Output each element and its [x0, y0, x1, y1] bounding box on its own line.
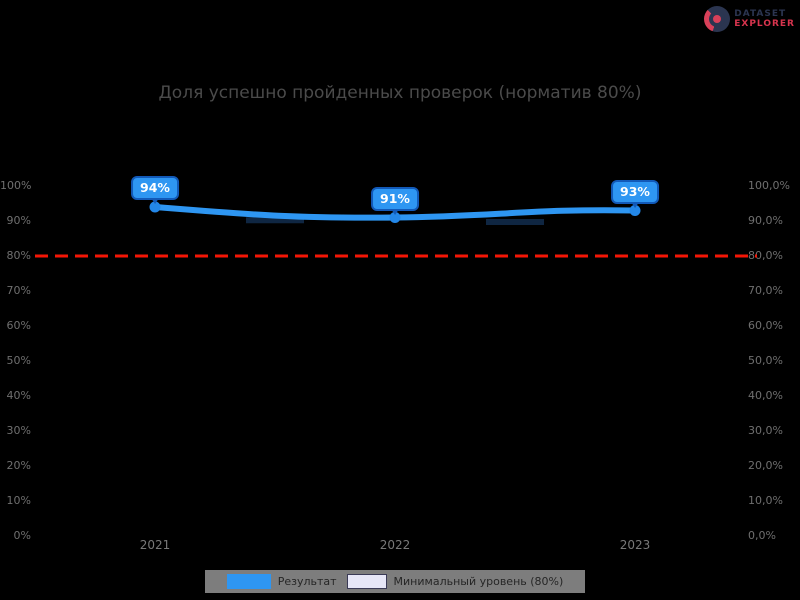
y-tick-label-left: 20%	[6, 459, 31, 472]
legend-label: Результат	[277, 575, 337, 588]
y-tick-label-right: 80,0%	[748, 249, 783, 262]
logo-text-line1: DATASET	[734, 9, 787, 19]
y-tick-label-left: 50%	[6, 354, 31, 367]
y-tick-label-left: 60%	[6, 319, 31, 332]
y-tick-label-left: 100%	[0, 179, 32, 192]
y-tick-label-right: 90,0%	[748, 214, 783, 227]
y-tick-label-right: 50,0%	[748, 354, 783, 367]
series-markers	[149, 201, 641, 223]
y-tick-label-left: 0%	[13, 529, 31, 542]
y-tick-label-right: 40,0%	[748, 389, 783, 402]
legend: Результат Минимальный уровень (80%)	[205, 570, 585, 593]
x-tick-label: 2023	[619, 538, 651, 552]
y-tick-label-left: 70%	[6, 284, 31, 297]
x-tick-label: 2021	[139, 538, 171, 552]
data-point	[149, 201, 161, 213]
logo-donut-icon	[704, 6, 731, 32]
y-tick-label-left: 80%	[6, 249, 31, 262]
legend-swatch-icon	[346, 574, 387, 589]
y-tick-label-left: 10%	[6, 494, 31, 507]
data-point	[389, 212, 401, 223]
y-tick-label-right: 30,0%	[748, 424, 783, 437]
y-tick-label-right: 0,0%	[748, 529, 776, 542]
y-tick-label-right: 20,0%	[748, 459, 783, 472]
legend-item: Минимальный уровень (80%)	[346, 574, 564, 589]
legend-label: Минимальный уровень (80%)	[393, 575, 564, 588]
data-point-label: 94%	[131, 176, 179, 204]
y-tick-label-right: 100,0%	[748, 179, 790, 192]
y-tick-label-left: 30%	[6, 424, 31, 437]
data-point	[629, 205, 641, 216]
y-tick-label-right: 70,0%	[748, 284, 783, 297]
x-tick-label: 2022	[379, 538, 411, 552]
logo-text-line2: EXPLORER	[734, 19, 795, 29]
legend-swatch-icon	[226, 574, 271, 589]
data-point-label: 93%	[611, 179, 659, 208]
logo: DATASET EXPLORER	[704, 6, 795, 32]
chart-title: Доля успешно пройденных проверок (нормат…	[158, 83, 642, 103]
y-tick-label-left: 40%	[6, 389, 31, 402]
y-tick-label-right: 60,0%	[748, 319, 783, 332]
y-tick-label-right: 10,0%	[748, 494, 783, 507]
data-point-label: 91%	[371, 186, 419, 215]
y-tick-label-left: 90%	[6, 214, 31, 227]
legend-item: Результат	[226, 574, 337, 589]
